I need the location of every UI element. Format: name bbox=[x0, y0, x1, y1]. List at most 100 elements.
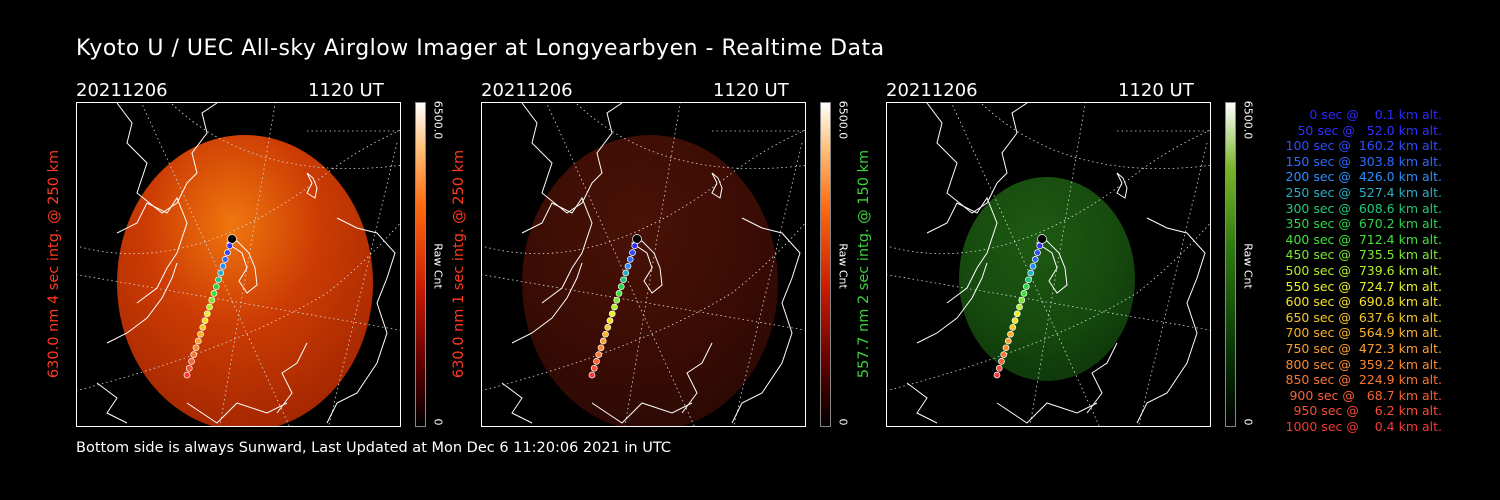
legend-entry: 750 sec @ 472.3 km alt. bbox=[1285, 340, 1442, 356]
panel-time: 1120 UT bbox=[713, 80, 789, 101]
trajectory-point bbox=[208, 296, 216, 304]
trajectory-point bbox=[1037, 234, 1047, 244]
trajectory-point bbox=[629, 249, 636, 256]
panel-time: 1120 UT bbox=[1118, 80, 1194, 101]
trajectory-point bbox=[197, 330, 204, 338]
trajectory-point bbox=[206, 303, 213, 311]
trajectory-point bbox=[1027, 269, 1035, 277]
trajectory-point bbox=[602, 330, 609, 338]
colorbar bbox=[415, 102, 426, 427]
legend-entry: 50 sec @ 52.0 km alt. bbox=[1297, 122, 1442, 138]
trajectory-point bbox=[606, 317, 614, 324]
trajectory-point bbox=[219, 262, 227, 270]
trajectory-point bbox=[226, 242, 234, 250]
legend-entry: 200 sec @ 426.0 km alt. bbox=[1285, 169, 1442, 185]
legend-entry: 450 sec @ 735.5 km alt. bbox=[1285, 247, 1442, 263]
allsky-image bbox=[886, 102, 1211, 427]
trajectory-point bbox=[608, 310, 616, 318]
trajectory-point bbox=[995, 364, 1003, 372]
trajectory-point bbox=[611, 303, 618, 311]
legend-entry: 600 sec @ 690.8 km alt. bbox=[1285, 294, 1442, 310]
trajectory-point bbox=[615, 290, 623, 297]
trajectory-point bbox=[1029, 262, 1037, 270]
trajectory-point bbox=[185, 364, 193, 372]
image-panel-630nm-1sec: 20211206 1120 UT 630.0 nm 1 sec intg. @ … bbox=[451, 80, 901, 440]
trajectory-point bbox=[224, 249, 231, 256]
footer-status: Bottom side is always Sunward, Last Upda… bbox=[76, 440, 671, 456]
trajectory-point bbox=[588, 371, 596, 379]
trajectory-point bbox=[613, 296, 621, 304]
trajectory-point bbox=[1013, 310, 1021, 318]
trajectory-point bbox=[1036, 242, 1044, 250]
trajectory-point bbox=[1034, 249, 1041, 256]
allsky-image bbox=[481, 102, 806, 427]
page-title: Kyoto U / UEC All-sky Airglow Imager at … bbox=[76, 36, 885, 61]
trajectory-point bbox=[188, 358, 195, 365]
legend-entry: 150 sec @ 303.8 km alt. bbox=[1285, 153, 1442, 169]
trajectory-point bbox=[998, 358, 1005, 365]
legend-entry: 400 sec @ 712.4 km alt. bbox=[1285, 231, 1442, 247]
legend-entry: 1000 sec @ 0.4 km alt. bbox=[1285, 418, 1442, 434]
panel-time: 1120 UT bbox=[308, 80, 384, 101]
legend-entry: 700 sec @ 564.9 km alt. bbox=[1285, 325, 1442, 341]
trajectory-point bbox=[993, 371, 1001, 379]
legend-entry: 900 sec @ 68.7 km alt. bbox=[1289, 387, 1442, 403]
trajectory-point bbox=[227, 234, 237, 244]
trajectory-point bbox=[1020, 290, 1028, 297]
trajectory-point bbox=[1002, 344, 1010, 352]
panel-date: 20211206 bbox=[481, 80, 573, 101]
trajectory-point bbox=[595, 351, 603, 358]
trajectory-point bbox=[597, 344, 605, 352]
trajectory-point bbox=[215, 276, 222, 284]
trajectory-point bbox=[590, 364, 598, 372]
legend-entry: 950 sec @ 6.2 km alt. bbox=[1293, 403, 1442, 419]
trajectory-point bbox=[203, 310, 211, 318]
legend-entry: 100 sec @ 160.2 km alt. bbox=[1285, 138, 1442, 154]
trajectory-point bbox=[217, 269, 225, 277]
trajectory-point bbox=[1009, 324, 1017, 331]
trajectory-point bbox=[212, 283, 220, 290]
trajectory-point bbox=[1007, 330, 1014, 338]
trajectory-point bbox=[620, 276, 627, 284]
trajectory-point bbox=[201, 317, 209, 324]
trajectory-point bbox=[199, 324, 207, 331]
trajectory-point bbox=[632, 234, 642, 244]
legend-entry: 550 sec @ 724.7 km alt. bbox=[1285, 278, 1442, 294]
trajectory-point bbox=[190, 351, 198, 358]
panel-date: 20211206 bbox=[76, 80, 168, 101]
trajectory-point bbox=[183, 371, 191, 379]
trajectory-point bbox=[604, 324, 612, 331]
legend-entry: 250 sec @ 527.4 km alt. bbox=[1285, 184, 1442, 200]
trajectory-point bbox=[599, 337, 607, 345]
trajectory-point bbox=[593, 358, 600, 365]
trajectory-legend: 0 sec @ 0.1 km alt. 50 sec @ 52.0 km alt.… bbox=[1262, 107, 1442, 434]
trajectory-point bbox=[1025, 276, 1032, 284]
legend-entry: 500 sec @ 739.6 km alt. bbox=[1285, 262, 1442, 278]
trajectory-point bbox=[1011, 317, 1019, 324]
trajectory-point bbox=[626, 256, 634, 263]
trajectory-point bbox=[624, 262, 632, 270]
image-panel-630nm-4sec: 20211206 1120 UT 630.0 nm 4 sec intg. @ … bbox=[46, 80, 496, 440]
legend-entry: 800 sec @ 359.2 km alt. bbox=[1285, 356, 1442, 372]
trajectory-point bbox=[210, 290, 218, 297]
legend-entry: 300 sec @ 608.6 km alt. bbox=[1285, 200, 1442, 216]
trajectory-point bbox=[1016, 303, 1023, 311]
trajectory-point bbox=[1031, 256, 1039, 263]
trajectory-point bbox=[622, 269, 630, 277]
panel-date: 20211206 bbox=[886, 80, 978, 101]
allsky-image bbox=[76, 102, 401, 427]
trajectory-point bbox=[617, 283, 625, 290]
legend-entry: 850 sec @ 224.9 km alt. bbox=[1285, 372, 1442, 388]
trajectory-point bbox=[1018, 296, 1026, 304]
legend-entry: 650 sec @ 637.6 km alt. bbox=[1285, 309, 1442, 325]
trajectory-point bbox=[631, 242, 639, 250]
trajectory-point bbox=[221, 256, 229, 263]
legend-entry: 350 sec @ 670.2 km alt. bbox=[1285, 216, 1442, 232]
image-panel-557nm-2sec: 20211206 1120 UT 557.7 nm 2 sec intg. @ … bbox=[856, 80, 1306, 440]
trajectory-point bbox=[1004, 337, 1012, 345]
trajectory-point bbox=[192, 344, 200, 352]
trajectory-point bbox=[1000, 351, 1008, 358]
trajectory-point bbox=[194, 337, 202, 345]
trajectory-point bbox=[1022, 283, 1030, 290]
colorbar bbox=[1225, 102, 1236, 427]
